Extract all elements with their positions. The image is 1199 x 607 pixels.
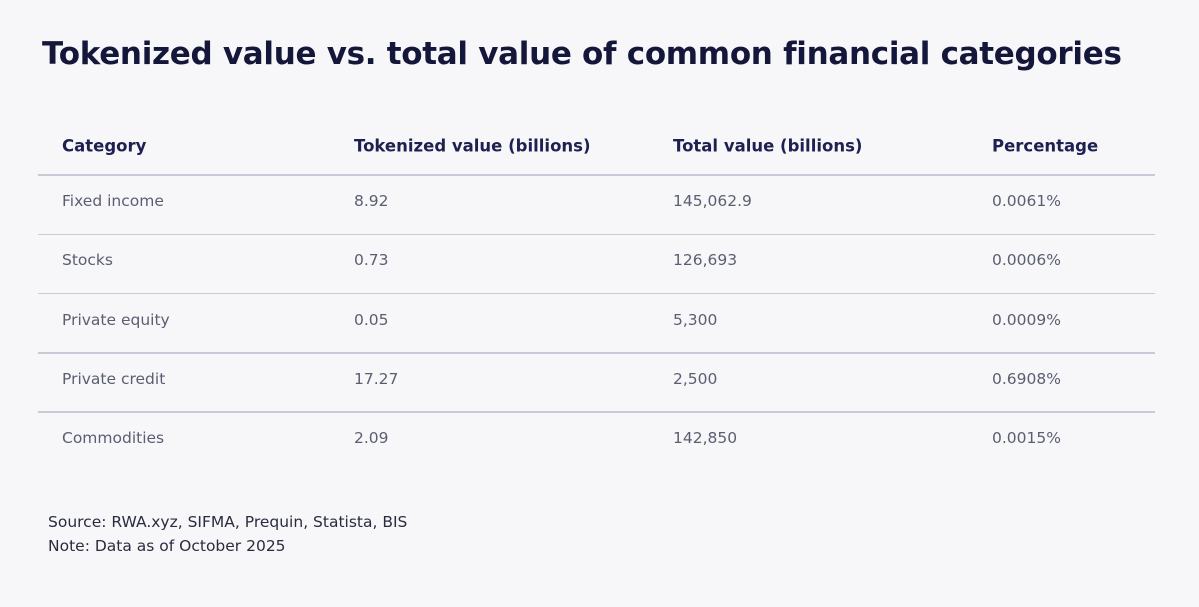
title: Tokenized value vs. total value of commo… [42, 36, 1122, 72]
table-cell: 0.0006% [992, 251, 1061, 270]
table-cell: 0.6908% [992, 369, 1061, 388]
row-rule [38, 411, 1155, 413]
table-cell: 0.73 [354, 251, 389, 270]
table-cell: 2.09 [354, 429, 389, 448]
column-header: Total value (billions) [673, 136, 863, 156]
table-cell: Commodities [62, 429, 165, 448]
table-cell: 126,693 [673, 251, 738, 270]
table-cell: Stocks [62, 251, 113, 270]
table-cell: 0.0061% [992, 192, 1061, 210]
source-note: Source: RWA.xyz, SIFMA, Prequin, Statist… [48, 513, 408, 531]
table-cell: Private credit [62, 369, 166, 388]
table-cell: 0.0015% [992, 429, 1061, 448]
table-cell: 0.0009% [992, 310, 1061, 329]
column-header: Percentage [992, 136, 1099, 156]
table-cell: Private equity [62, 310, 170, 329]
table-cell: 5,300 [673, 310, 718, 329]
table-cell: 8.92 [354, 192, 389, 210]
date-note: Note: Data as of October 2025 [48, 537, 286, 555]
row-rule [38, 292, 1155, 295]
table-cell: 2,500 [673, 369, 718, 388]
column-header: Category [62, 136, 147, 156]
header-rule [38, 174, 1155, 176]
table-cell: 145,062.9 [673, 192, 752, 210]
table-cell: 142,850 [673, 429, 738, 448]
column-header: Tokenized value (billions) [354, 136, 591, 156]
row-rule [38, 352, 1155, 354]
table-cell: 0.05 [354, 310, 389, 329]
table-cell: 17.27 [354, 369, 399, 388]
table-cell: Fixed income [62, 192, 164, 210]
row-rule [38, 233, 1155, 235]
